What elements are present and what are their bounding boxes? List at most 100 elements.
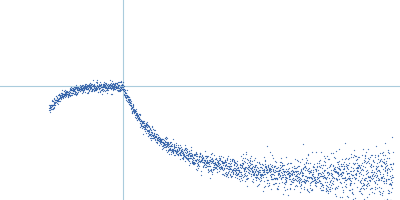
- Point: [200, 160, 206, 163]
- Point: [250, 178, 256, 181]
- Point: [255, 172, 261, 176]
- Point: [321, 175, 327, 178]
- Point: [357, 181, 363, 184]
- Point: [206, 160, 212, 164]
- Point: [332, 195, 339, 198]
- Point: [368, 153, 374, 157]
- Point: [208, 169, 214, 172]
- Point: [291, 172, 297, 175]
- Point: [328, 187, 335, 190]
- Point: [131, 111, 137, 114]
- Point: [286, 175, 292, 178]
- Point: [166, 140, 173, 143]
- Point: [116, 84, 122, 87]
- Point: [365, 181, 372, 184]
- Point: [356, 164, 362, 167]
- Point: [161, 146, 168, 149]
- Point: [50, 103, 56, 106]
- Point: [329, 182, 336, 185]
- Point: [234, 173, 241, 176]
- Point: [263, 165, 269, 168]
- Point: [81, 84, 88, 87]
- Point: [235, 166, 241, 170]
- Point: [350, 163, 357, 166]
- Point: [330, 167, 337, 170]
- Point: [353, 176, 359, 179]
- Point: [187, 155, 194, 158]
- Point: [304, 179, 310, 182]
- Point: [174, 143, 181, 146]
- Point: [364, 160, 370, 163]
- Point: [83, 85, 89, 89]
- Point: [114, 82, 120, 86]
- Point: [253, 169, 259, 172]
- Point: [226, 167, 232, 171]
- Point: [266, 166, 272, 170]
- Point: [245, 176, 251, 179]
- Point: [264, 164, 271, 167]
- Point: [237, 175, 244, 178]
- Point: [380, 190, 387, 193]
- Point: [270, 183, 276, 186]
- Point: [157, 140, 164, 143]
- Point: [352, 172, 358, 176]
- Point: [366, 179, 372, 182]
- Point: [180, 148, 187, 151]
- Point: [349, 174, 355, 177]
- Point: [286, 170, 292, 174]
- Point: [154, 142, 160, 145]
- Point: [288, 170, 294, 173]
- Point: [358, 187, 365, 190]
- Point: [88, 82, 94, 85]
- Point: [277, 173, 283, 176]
- Point: [88, 85, 94, 88]
- Point: [242, 173, 249, 176]
- Point: [162, 140, 168, 143]
- Point: [347, 182, 354, 186]
- Point: [89, 85, 95, 88]
- Point: [71, 88, 77, 91]
- Point: [68, 88, 75, 92]
- Point: [373, 167, 379, 170]
- Point: [269, 178, 276, 181]
- Point: [303, 178, 310, 181]
- Point: [219, 160, 226, 163]
- Point: [76, 86, 82, 89]
- Point: [138, 124, 144, 127]
- Point: [117, 85, 124, 88]
- Point: [278, 156, 284, 160]
- Point: [362, 176, 369, 180]
- Point: [313, 185, 319, 188]
- Point: [363, 169, 369, 173]
- Point: [112, 82, 119, 85]
- Point: [64, 94, 71, 97]
- Point: [260, 186, 267, 189]
- Point: [378, 175, 385, 178]
- Point: [356, 171, 363, 174]
- Point: [361, 160, 367, 163]
- Point: [343, 183, 349, 186]
- Point: [78, 87, 84, 90]
- Point: [269, 163, 275, 167]
- Point: [60, 93, 66, 96]
- Point: [144, 122, 150, 125]
- Point: [292, 177, 299, 180]
- Point: [98, 89, 104, 92]
- Point: [145, 123, 151, 126]
- Point: [113, 85, 119, 88]
- Point: [214, 170, 221, 173]
- Point: [260, 168, 266, 171]
- Point: [259, 172, 266, 175]
- Point: [373, 175, 379, 178]
- Point: [107, 79, 113, 82]
- Point: [292, 175, 299, 178]
- Point: [189, 159, 195, 162]
- Point: [380, 173, 386, 176]
- Point: [375, 154, 381, 157]
- Point: [274, 170, 281, 173]
- Point: [274, 171, 281, 174]
- Point: [163, 140, 169, 143]
- Point: [265, 171, 271, 174]
- Point: [84, 87, 90, 91]
- Point: [57, 100, 63, 103]
